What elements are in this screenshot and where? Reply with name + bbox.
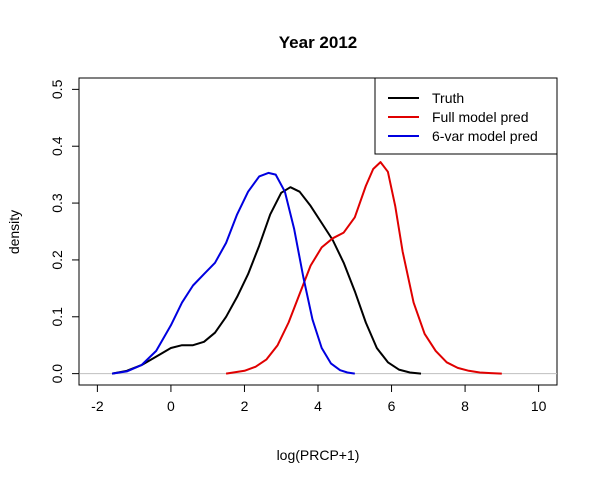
x-tick-label: 2 — [241, 398, 249, 414]
y-tick-label: 0.4 — [49, 136, 65, 156]
x-tick-label: 6 — [388, 398, 396, 414]
y-tick-label: 0.3 — [49, 193, 65, 213]
x-tick-label: 4 — [314, 398, 322, 414]
y-axis-label: density — [6, 210, 22, 254]
legend-entry-label: Full model pred — [432, 109, 529, 125]
series-layer — [112, 162, 502, 374]
legend: Truth Full model pred 6-var model pred — [375, 78, 557, 154]
y-tick-label: 0.1 — [49, 307, 65, 327]
series-line-3 — [112, 173, 355, 374]
legend-entry-label: Truth — [432, 90, 464, 106]
x-tick-label: 10 — [531, 398, 547, 414]
y-axis: 0.0 0.1 0.2 0.3 0.4 0.5 — [49, 79, 79, 383]
chart-title: Year 2012 — [279, 33, 357, 52]
series-line-2 — [226, 162, 502, 374]
x-tick-label: -2 — [91, 398, 104, 414]
x-axis-label: log(PRCP+1) — [277, 447, 360, 463]
legend-entry-label: 6-var model pred — [432, 128, 538, 144]
y-tick-label: 0.0 — [49, 364, 65, 384]
x-axis: -2 0 2 4 6 8 10 — [91, 385, 546, 414]
y-tick-label: 0.2 — [49, 250, 65, 270]
x-tick-label: 8 — [461, 398, 469, 414]
x-tick-label: 0 — [167, 398, 175, 414]
y-tick-label: 0.5 — [49, 79, 65, 99]
